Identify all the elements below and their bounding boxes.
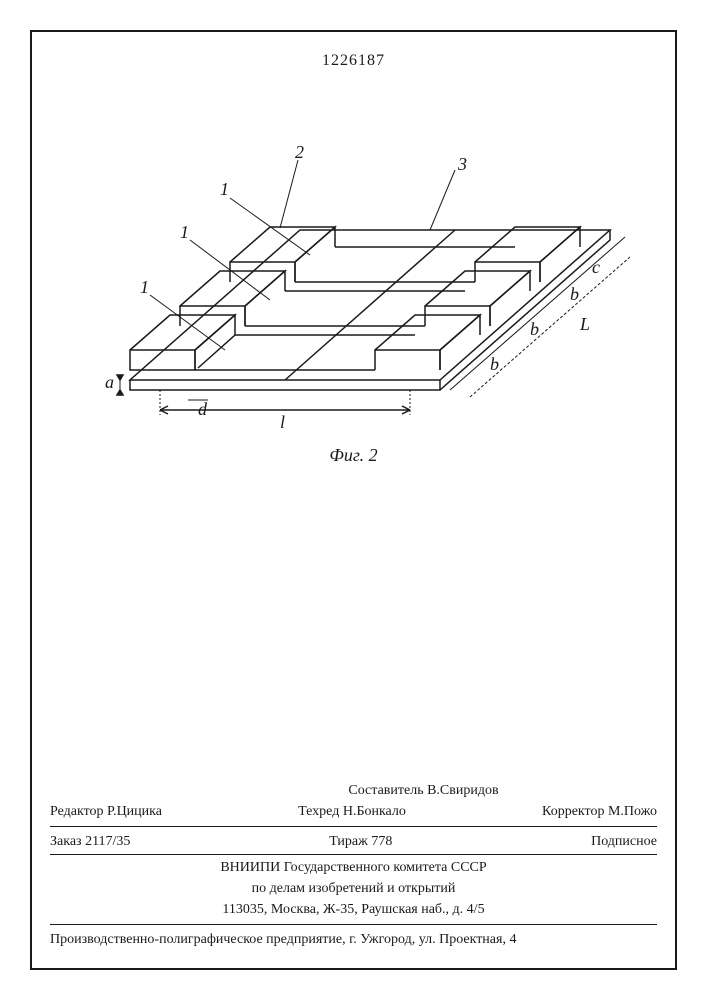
order-label: Заказ xyxy=(50,834,82,849)
editor-label: Редактор xyxy=(50,804,104,819)
org-address: 113035, Москва, Ж-35, Раушская наб., д. … xyxy=(50,899,657,925)
org-line-1: ВНИИПИ Государственного комитета СССР xyxy=(50,857,657,878)
dim-a: a xyxy=(105,372,114,392)
technical-diagram: 1 1 1 2 3 a d l b b b c L xyxy=(70,100,630,450)
callout-1c: 1 xyxy=(140,277,149,297)
callout-1b: 1 xyxy=(180,222,189,242)
subscription: Подписное xyxy=(591,831,657,852)
printer-line: Производственно-полиграфическое предприя… xyxy=(50,929,657,950)
figure-caption: Фиг. 2 xyxy=(0,445,707,466)
order-number: 2117/35 xyxy=(85,834,130,849)
dim-b1: b xyxy=(490,354,499,374)
credits-block: Составитель В.Свиридов Редактор Р.Цицика… xyxy=(50,780,657,950)
editor-name: Р.Цицика xyxy=(107,804,162,819)
techred-name: Н.Бонкало xyxy=(343,804,406,819)
corrector-name: М.Пожо xyxy=(608,804,657,819)
tirage-value: 778 xyxy=(371,834,392,849)
dim-b3: b xyxy=(570,284,579,304)
corrector-label: Корректор xyxy=(542,804,604,819)
dim-c: c xyxy=(592,257,600,277)
dim-L: L xyxy=(579,314,590,334)
compiler-label: Составитель xyxy=(348,783,423,798)
callout-3: 3 xyxy=(457,154,467,174)
callout-2: 2 xyxy=(295,142,304,162)
compiler-name: В.Свиридов xyxy=(427,783,499,798)
tirage-label: Тираж xyxy=(329,834,368,849)
dim-b2: b xyxy=(530,319,539,339)
dim-l: l xyxy=(280,412,285,432)
callout-1a: 1 xyxy=(220,179,229,199)
document-number: 1226187 xyxy=(0,52,707,70)
techred-label: Техред xyxy=(298,804,339,819)
dim-d: d xyxy=(198,399,208,419)
org-line-2: по делам изобретений и открытий xyxy=(50,878,657,899)
